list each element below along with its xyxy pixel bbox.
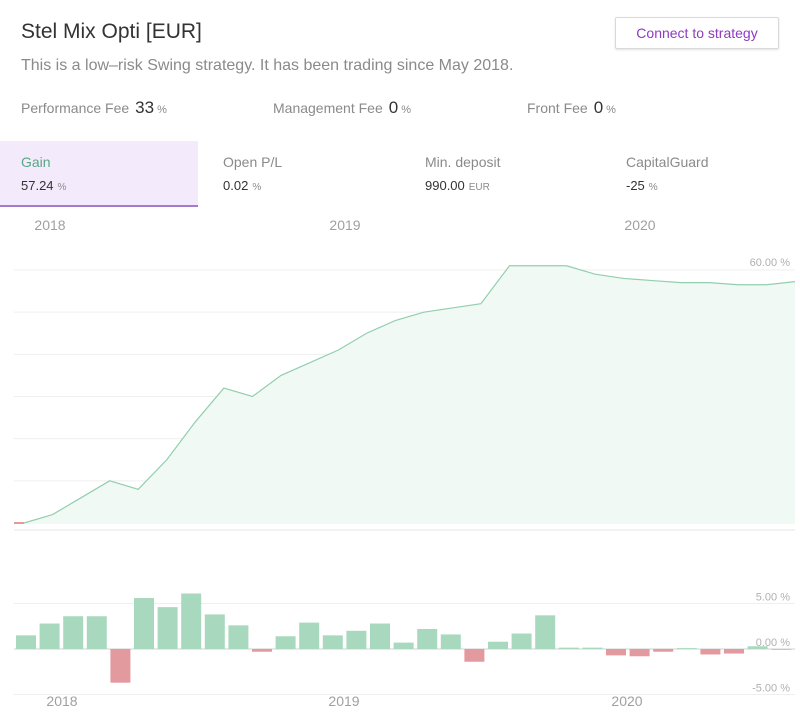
monthly-bar	[582, 647, 603, 649]
front-fee-unit: %	[606, 104, 616, 116]
monthly-bar	[606, 649, 626, 656]
management-fee: Management Fee 0%	[273, 98, 411, 118]
bar-year-label: 2018	[46, 693, 77, 709]
performance-fee-label: Performance Fee	[21, 100, 130, 116]
monthly-bar	[440, 634, 461, 649]
gain-value: 57.24	[21, 178, 54, 193]
monthly-bar	[535, 615, 556, 649]
monthly-bar	[676, 648, 697, 650]
monthly-bar	[653, 649, 674, 652]
monthly-bar	[724, 649, 744, 654]
monthly-bar	[747, 646, 768, 649]
performance-fee-value: 33	[135, 98, 155, 117]
open-pl-value: 0.02	[223, 178, 249, 193]
page-subtitle: This is a low–risk Swing strategy. It ha…	[21, 57, 514, 74]
chart-year-label: 2018	[34, 217, 65, 233]
monthly-bar	[322, 635, 343, 649]
tab-min-deposit[interactable]: Min. deposit 990.00 EUR	[404, 141, 602, 207]
chart-y-tick: 60.00 %	[750, 257, 791, 269]
capital-guard-label: CapitalGuard	[626, 154, 709, 170]
monthly-bar	[157, 607, 178, 649]
monthly-bar	[558, 647, 579, 649]
management-fee-unit: %	[401, 104, 411, 116]
front-fee-label: Front Fee	[527, 100, 588, 116]
monthly-bar	[252, 649, 272, 652]
monthly-bar	[16, 635, 36, 649]
gain-label: Gain	[21, 154, 51, 170]
management-fee-value: 0	[388, 98, 399, 117]
monthly-bar	[275, 636, 296, 649]
monthly-bar	[370, 623, 390, 649]
gain-unit: %	[57, 182, 67, 193]
connect-to-strategy-button[interactable]: Connect to strategy	[615, 17, 779, 49]
monthly-bar	[346, 630, 367, 649]
gain-area	[24, 265, 795, 523]
monthly-bar	[393, 642, 414, 649]
monthly-bar	[700, 649, 721, 655]
tab-open-pl[interactable]: Open P/L 0.02%	[202, 141, 400, 207]
monthly-bar	[39, 623, 60, 649]
monthly-bar	[181, 593, 202, 649]
monthly-bar	[771, 649, 792, 650]
bar-y-tick: 0.00 %	[756, 637, 790, 649]
open-pl-unit: %	[252, 182, 262, 193]
capital-guard-value: -25	[626, 178, 645, 193]
monthly-bar	[86, 616, 107, 649]
bar-y-tick: -5.00 %	[752, 683, 790, 695]
monthly-bar	[629, 649, 650, 657]
chart-year-label: 2019	[329, 217, 360, 233]
performance-fee-unit: %	[157, 104, 167, 116]
bar-year-label: 2019	[328, 693, 359, 709]
monthly-bar	[511, 633, 532, 649]
monthly-bar	[417, 628, 438, 649]
tab-gain[interactable]: Gain 57.24%	[0, 141, 198, 207]
page-title: Stel Mix Opti [EUR]	[21, 20, 202, 43]
min-deposit-label: Min. deposit	[425, 154, 501, 170]
bar-y-tick: 5.00 %	[756, 592, 790, 604]
monthly-bar	[63, 616, 84, 649]
min-deposit-unit: EUR	[468, 182, 490, 193]
front-fee: Front Fee 0%	[527, 98, 616, 118]
front-fee-value: 0	[593, 98, 604, 117]
min-deposit-value: 990.00	[425, 178, 465, 193]
tab-capital-guard[interactable]: CapitalGuard -25%	[605, 141, 800, 207]
monthly-bar	[228, 625, 249, 649]
performance-fee: Performance Fee 33%	[21, 98, 167, 118]
capital-guard-unit: %	[648, 182, 658, 193]
open-pl-label: Open P/L	[223, 154, 283, 170]
gain-line	[23, 265, 796, 524]
bar-year-label: 2020	[611, 693, 642, 709]
monthly-bar	[204, 614, 225, 649]
chart-year-label: 2020	[624, 217, 655, 233]
monthly-bar	[110, 649, 131, 683]
monthly-bar	[134, 598, 154, 649]
monthly-bar	[299, 622, 320, 649]
management-fee-label: Management Fee	[273, 100, 383, 116]
monthly-bar	[488, 641, 508, 649]
monthly-bar	[464, 649, 485, 662]
